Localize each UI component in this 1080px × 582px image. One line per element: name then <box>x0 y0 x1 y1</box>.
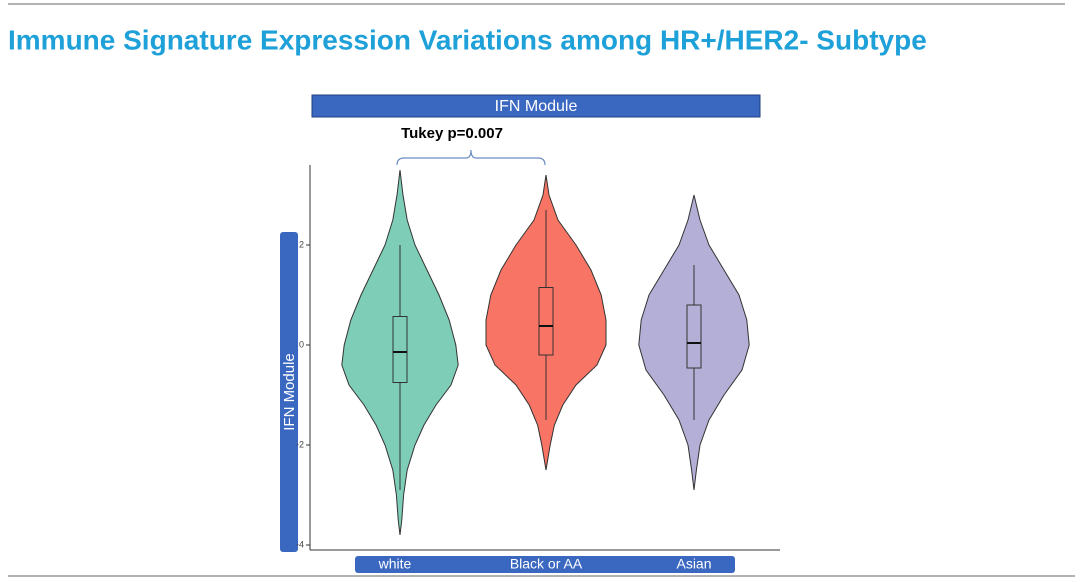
violin-half <box>546 175 606 470</box>
category-banner <box>355 556 735 573</box>
y-axis-label: IFN Module <box>281 353 298 431</box>
violin-half <box>486 175 546 470</box>
violin-outline <box>341 169 401 536</box>
y-tick-label: 2 <box>299 239 304 249</box>
x-tick-label: white <box>378 556 412 572</box>
y-tick-label: -4 <box>296 539 304 549</box>
box <box>686 304 702 369</box>
violin-outline <box>693 194 750 491</box>
box <box>538 287 554 356</box>
annotation: Tukey p=0.007 <box>401 125 503 142</box>
ylabel-banner <box>280 232 298 552</box>
violin-half <box>400 170 459 535</box>
violin-half <box>694 195 750 490</box>
y-tick-label: 0 <box>299 339 304 349</box>
violin-outline <box>638 194 695 491</box>
violin-outline <box>485 174 547 471</box>
x-tick-label: Black or AA <box>510 556 583 572</box>
tukey-bracket <box>396 149 546 166</box>
panel-title: IFN Module <box>495 98 578 115</box>
panel-banner <box>311 94 761 118</box>
y-tick-label: -2 <box>296 439 304 449</box>
box <box>392 316 408 383</box>
x-tick-label: Asian <box>676 556 711 572</box>
violin-half <box>341 170 400 535</box>
violin-outline <box>399 169 459 536</box>
violin-half <box>638 195 694 490</box>
slide-title: Immune Signature Expression Variations a… <box>8 24 927 55</box>
violin-outline <box>545 174 607 471</box>
